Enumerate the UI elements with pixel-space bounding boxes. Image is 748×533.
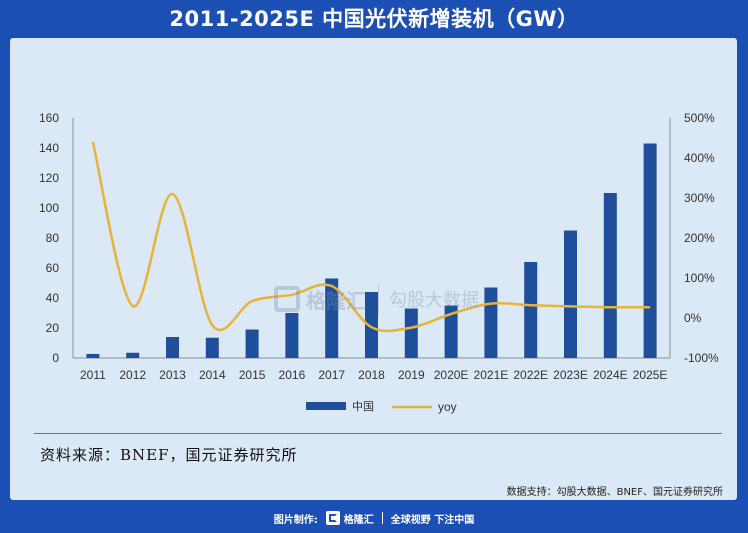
y-right-tick-label: 400% bbox=[684, 151, 715, 165]
bar bbox=[126, 352, 140, 358]
y-left-tick-label: 0 bbox=[52, 351, 59, 365]
y-left-tick-label: 140 bbox=[39, 141, 59, 155]
bar bbox=[484, 287, 498, 358]
watermark-divider bbox=[378, 284, 379, 314]
x-tick-label: 2024E bbox=[593, 368, 628, 382]
bar bbox=[603, 193, 617, 358]
bar bbox=[404, 308, 418, 358]
source-divider bbox=[34, 433, 722, 434]
y-right-tick-label: 300% bbox=[684, 191, 715, 205]
bar bbox=[524, 262, 538, 358]
bar bbox=[325, 278, 339, 358]
chart-card: 0 20 40 60 80 100 120 140 160 -100% 0% 100% 200% 300%… bbox=[10, 38, 737, 500]
yoy-line bbox=[91, 141, 651, 333]
support-text: 数据支持：勾股大数据、BNEF、国元证券研究所 bbox=[506, 487, 723, 498]
footer-made-by: 图片制作: bbox=[273, 514, 318, 526]
y-left-tick-label: 160 bbox=[39, 111, 59, 125]
y-right-tick-label: -100% bbox=[684, 351, 719, 365]
x-tick-label: 2014 bbox=[199, 368, 226, 382]
x-tick-label: 2020E bbox=[434, 368, 469, 382]
footer-logo-text: 格隆汇 bbox=[343, 514, 374, 526]
watermark-logo-icon bbox=[274, 286, 300, 312]
bar bbox=[365, 292, 378, 358]
bar bbox=[86, 353, 100, 358]
y-left-tick-label: 80 bbox=[46, 231, 60, 245]
y-right-tick-label: 100% bbox=[684, 271, 715, 285]
y-left-tick-label: 120 bbox=[39, 171, 59, 185]
legend-bar-swatch bbox=[306, 402, 346, 410]
y-left-tick-label: 100 bbox=[39, 201, 59, 215]
y-left-tick-label: 40 bbox=[46, 291, 60, 305]
x-tick-label: 2012 bbox=[119, 368, 146, 382]
footer-separator bbox=[381, 512, 383, 524]
page-title: 2011-2025E 中国光伏新增装机（GW） bbox=[169, 7, 579, 31]
bar bbox=[166, 337, 179, 358]
y-left-tick-label: 20 bbox=[46, 321, 60, 335]
footer: 图片制作: 格隆汇 全球视野 下注中国 bbox=[0, 507, 748, 529]
watermark-brand: 格隆汇 bbox=[306, 288, 366, 313]
x-tick-label: 2013 bbox=[159, 368, 186, 382]
y-right-tick-label: 200% bbox=[684, 231, 715, 245]
bar bbox=[285, 313, 299, 358]
bar bbox=[564, 230, 577, 358]
y-right-tick-label: 500% bbox=[684, 111, 715, 125]
x-tick-label: 2023E bbox=[553, 368, 588, 382]
source-text: 资料来源：BNEF，国元证券研究所 bbox=[40, 446, 298, 464]
x-tick-label: 2015 bbox=[239, 368, 266, 382]
watermark: 格隆汇 勾股大数据 bbox=[274, 284, 479, 314]
x-tick-label: 2019 bbox=[398, 368, 425, 382]
x-tick-label: 2021E bbox=[474, 368, 509, 382]
x-tick-label: 2011 bbox=[80, 368, 106, 382]
legend-bar-label: 中国 bbox=[352, 400, 374, 413]
x-tick-label: 2025E bbox=[633, 368, 668, 382]
x-tick-label: 2018 bbox=[358, 368, 385, 382]
footer-logo-icon bbox=[325, 511, 340, 525]
bar bbox=[245, 329, 259, 358]
watermark-partner: 勾股大数据 bbox=[389, 290, 479, 311]
y-left-tick-label: 60 bbox=[46, 261, 60, 275]
footer-slogan: 全球视野 下注中国 bbox=[390, 514, 475, 526]
bar bbox=[643, 143, 657, 358]
x-tick-label: 2017 bbox=[318, 368, 345, 382]
legend-line-label: yoy bbox=[438, 400, 457, 414]
bar bbox=[444, 305, 458, 358]
chart: 0 20 40 60 80 100 120 140 160 -100% 0% 100% 200% 300%… bbox=[39, 111, 719, 414]
bar bbox=[205, 337, 219, 358]
y-right-tick-label: 0% bbox=[684, 311, 702, 325]
x-tick-label: 2016 bbox=[279, 368, 306, 382]
x-tick-label: 2022E bbox=[513, 368, 548, 382]
